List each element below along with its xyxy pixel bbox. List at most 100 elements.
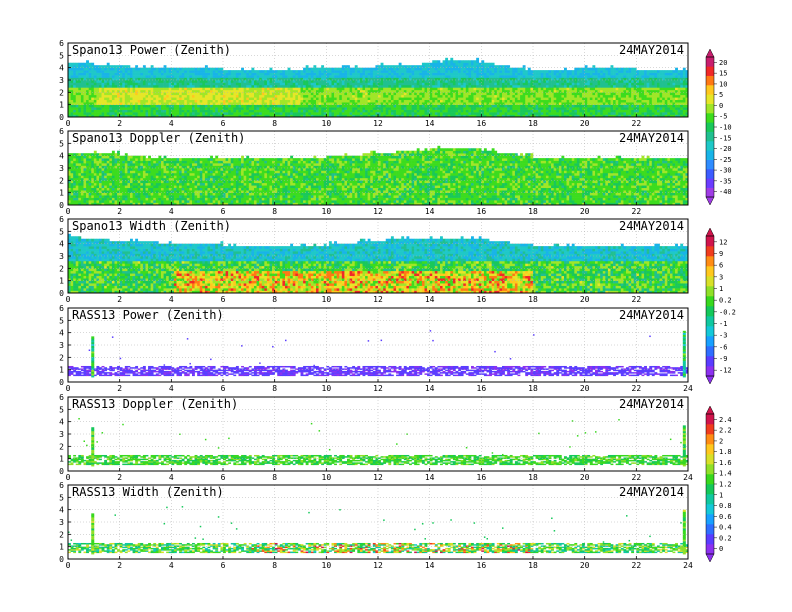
heatmap-cell — [678, 75, 681, 78]
heatmap-cell — [662, 87, 665, 90]
heatmap-cell — [107, 70, 110, 73]
heatmap-cell — [683, 107, 686, 110]
heatmap-cell — [437, 100, 440, 103]
heatmap-cell — [140, 112, 143, 115]
heatmap-cell — [329, 112, 332, 115]
heatmap-cell — [158, 80, 161, 83]
heatmap-cell — [311, 75, 314, 78]
heatmap-cell — [151, 107, 154, 110]
heatmap-cell — [293, 97, 296, 100]
heatmap-cell — [654, 97, 657, 100]
heatmap-cell — [164, 92, 167, 95]
heatmap-cell — [177, 95, 180, 98]
heatmap-cell — [471, 75, 474, 78]
heatmap-cell — [360, 107, 363, 110]
heatmap-cell — [280, 107, 283, 110]
heatmap-cell — [665, 82, 668, 85]
heatmap-cell — [494, 75, 497, 78]
heatmap-cell — [391, 82, 394, 85]
heatmap-cell — [502, 70, 505, 73]
heatmap-cell — [657, 73, 660, 76]
heatmap-cell — [468, 85, 471, 88]
heatmap-cell — [267, 105, 270, 108]
heatmap-cell — [267, 85, 270, 88]
heatmap-cell — [667, 85, 670, 88]
heatmap-cell — [257, 80, 260, 83]
heatmap-cell — [189, 82, 192, 85]
heatmap-cell — [306, 110, 309, 113]
heatmap-cell — [561, 92, 564, 95]
heatmap-cell — [208, 85, 211, 88]
heatmap-cell — [468, 110, 471, 113]
heatmap-cell — [306, 85, 309, 88]
heatmap-cell — [631, 87, 634, 90]
heatmap-cell — [241, 73, 244, 76]
heatmap-cell — [399, 110, 402, 113]
heatmap-cell — [303, 107, 306, 110]
heatmap-cell — [156, 97, 159, 100]
heatmap-cell — [251, 82, 254, 85]
heatmap-cell — [567, 107, 570, 110]
heatmap-cell — [135, 82, 138, 85]
heatmap-cell — [388, 95, 391, 98]
heatmap-cell — [78, 80, 81, 83]
heatmap-cell — [321, 70, 324, 73]
heatmap-cell — [417, 112, 420, 115]
heatmap-cell — [179, 107, 182, 110]
heatmap-cell — [600, 95, 603, 98]
heatmap-cell — [639, 82, 642, 85]
heatmap-cell — [290, 107, 293, 110]
heatmap-cell — [316, 85, 319, 88]
heatmap-cell — [339, 105, 342, 108]
heatmap-cell — [652, 92, 655, 95]
heatmap-cell — [541, 105, 544, 108]
heatmap-cell — [262, 97, 265, 100]
heatmap-cell — [143, 75, 146, 78]
heatmap-cell — [644, 112, 647, 115]
heatmap-cell — [652, 82, 655, 85]
x-tick-label: 8 — [272, 119, 277, 128]
heatmap-cell — [443, 73, 446, 76]
heatmap-cell — [112, 100, 115, 103]
heatmap-cell — [130, 75, 133, 78]
heatmap-cell — [158, 92, 161, 95]
heatmap-cell — [86, 112, 89, 115]
heatmap-cell — [528, 100, 531, 103]
heatmap-cell — [130, 73, 133, 76]
heatmap-cell — [670, 95, 673, 98]
heatmap-cell — [86, 68, 89, 71]
heatmap-cell — [678, 107, 681, 110]
heatmap-cell — [592, 80, 595, 83]
heatmap-cell — [649, 70, 652, 73]
heatmap-cell — [233, 75, 236, 78]
heatmap-cell — [629, 85, 632, 88]
heatmap-cell — [370, 110, 373, 113]
heatmap-cell — [130, 105, 133, 108]
heatmap-cell — [84, 97, 87, 100]
heatmap-cell — [148, 70, 151, 73]
heatmap-cell — [445, 105, 448, 108]
heatmap-cell — [559, 100, 562, 103]
heatmap-cell — [135, 100, 138, 103]
heatmap-cell — [673, 107, 676, 110]
heatmap-cell — [270, 68, 273, 71]
heatmap-cell — [301, 97, 304, 100]
heatmap-cell — [489, 87, 492, 90]
heatmap-cell — [484, 63, 487, 66]
heatmap-cell — [481, 92, 484, 95]
heatmap-cell — [448, 60, 451, 63]
heatmap-cell — [450, 107, 453, 110]
heatmap-cell — [182, 92, 185, 95]
heatmap-cell — [585, 97, 588, 100]
heatmap-cell — [585, 70, 588, 73]
heatmap-cell — [71, 183, 74, 186]
heatmap-cell — [412, 107, 415, 110]
heatmap-cell — [461, 80, 464, 83]
heatmap-cell — [91, 87, 94, 90]
heatmap-cell — [350, 110, 353, 113]
heatmap-cell — [528, 80, 531, 83]
heatmap-cell — [621, 73, 624, 76]
heatmap-cell — [448, 75, 451, 78]
heatmap-cell — [231, 75, 234, 78]
heatmap-cell — [422, 110, 425, 113]
